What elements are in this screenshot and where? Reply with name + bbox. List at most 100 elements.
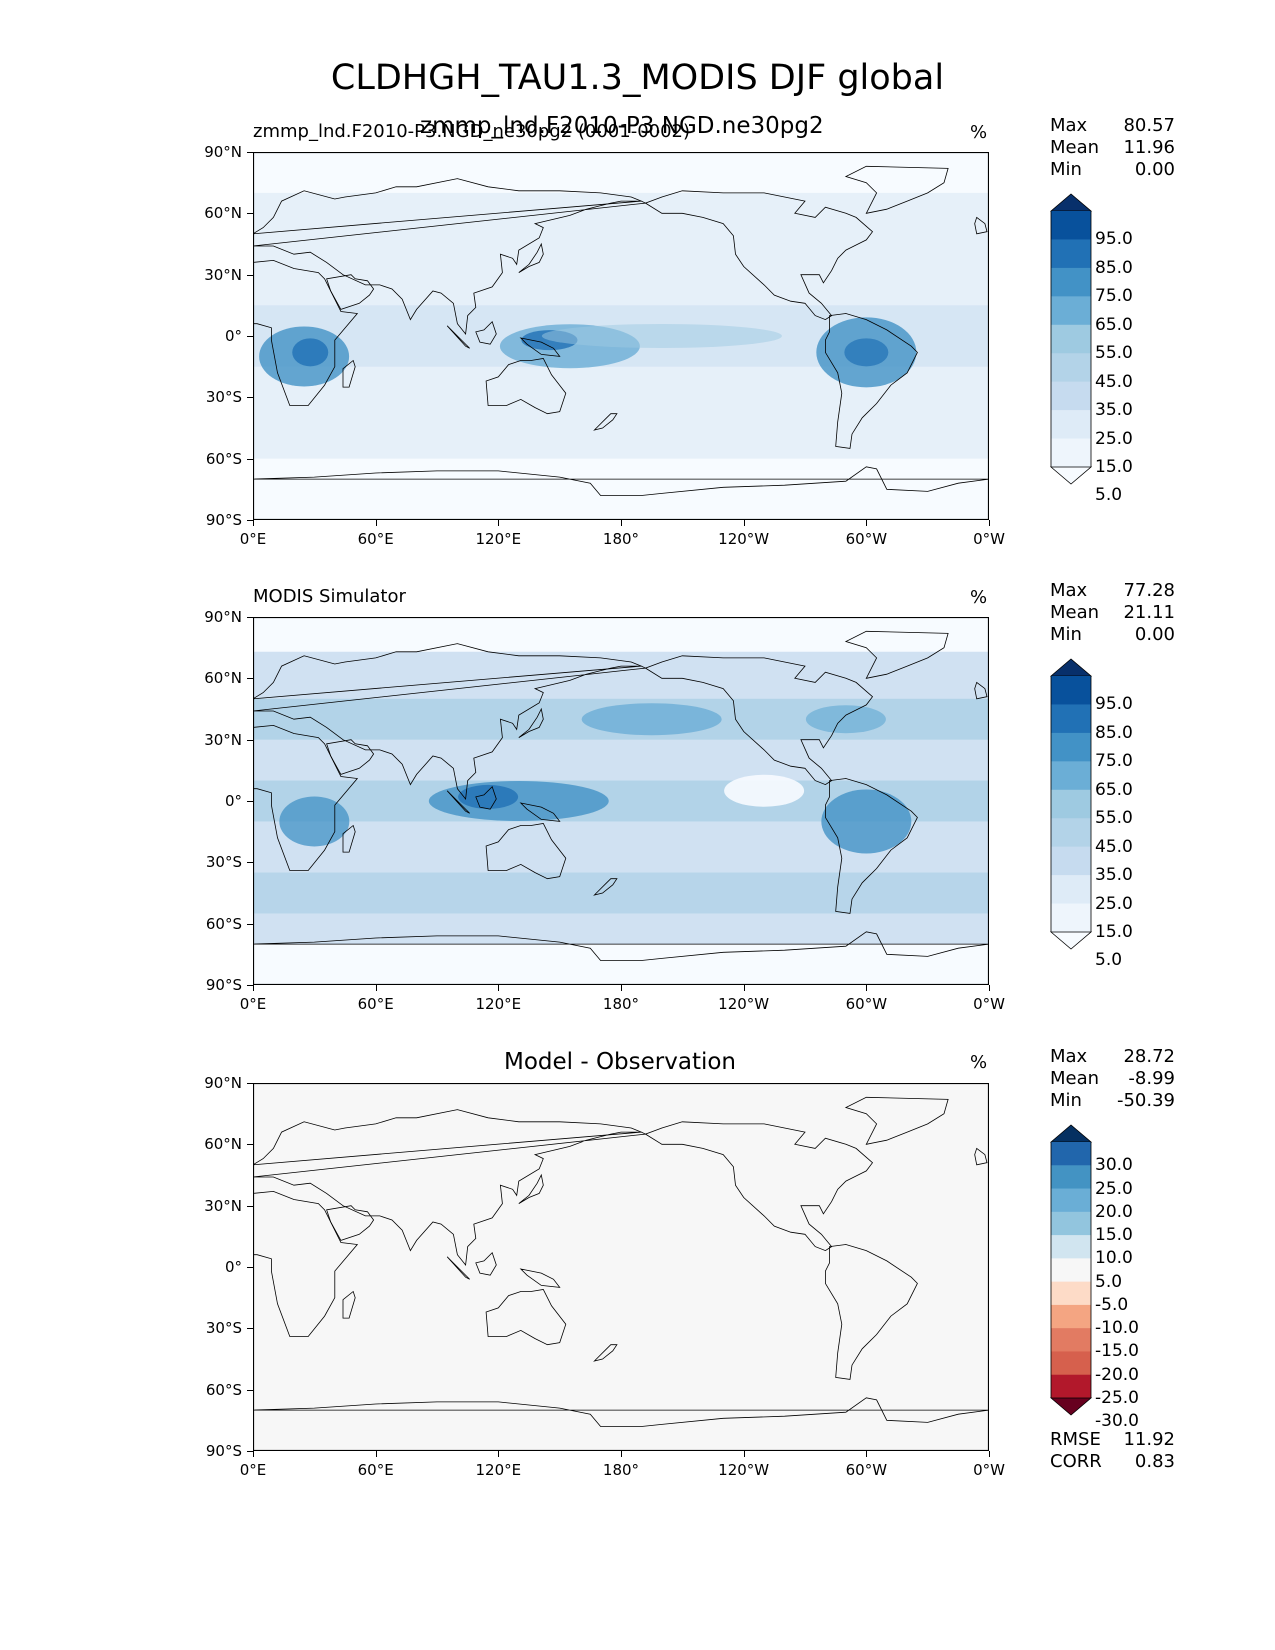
lat-tick [247, 678, 253, 680]
colorbar-tick-label: 45.0 [1095, 836, 1133, 857]
panel-3-corr-value: 0.83 [1134, 1451, 1175, 1472]
lat-tick [247, 1328, 253, 1330]
colorbar-tick-label: 5.0 [1095, 485, 1123, 506]
panel-2-mean-value: 21.11 [1123, 602, 1175, 623]
panel-3-rmse-value: 11.92 [1123, 1429, 1175, 1450]
panel-1-map [253, 152, 989, 520]
panel-3-lon-label: 180° [602, 1461, 640, 1479]
lon-tick [866, 985, 868, 991]
panel-3-min-value: -50.39 [1116, 1090, 1175, 1111]
panel-3-map [253, 1083, 989, 1451]
lat-tick [247, 336, 253, 337]
panel-1-lat-label: 0° [224, 327, 242, 345]
lon-tick [866, 520, 868, 526]
colorbar-tick-label: 25.0 [1095, 428, 1133, 449]
panel-3-lon-label: 120°W [718, 1461, 770, 1479]
panel-1-max-label: Max [1050, 115, 1088, 136]
colorbar-tick-label: -30.0 [1095, 1411, 1139, 1432]
lon-tick [375, 520, 377, 526]
panel-2-lon-label: 0°E [239, 995, 267, 1013]
colorbar-tick-label: 15.0 [1095, 457, 1133, 477]
panel-3-mean-value: -8.99 [1128, 1068, 1175, 1089]
panel-2-lon-label: 60°E [357, 995, 394, 1013]
panel-1-lat-label: 90°S [205, 511, 242, 529]
lon-tick [743, 985, 745, 991]
lat-tick [247, 520, 253, 521]
colorbar-tick-label: 25.0 [1095, 1178, 1133, 1199]
panel-3-center-title: Model - Observation [503, 1049, 737, 1075]
panel-1-center-title: zmmp_lnd.F2010-P3.NGD.ne30pg2 [420, 113, 824, 139]
panel-3-lon-label: 120°E [475, 1461, 522, 1479]
lon-tick [866, 1451, 868, 1457]
panel-3-lon-label: 60°W [845, 1461, 888, 1479]
panel-2-lat-label: 30°S [205, 853, 242, 872]
panel-3-lat-label: 0° [224, 1258, 242, 1276]
figure-title: CLDHGH_TAU1.3_MODIS DJF global [330, 58, 945, 98]
colorbar-tick-label: 20.0 [1095, 1201, 1133, 1222]
panel-3-lat-label: 90°N [204, 1074, 242, 1092]
colorbar-tick-label: 30.0 [1095, 1155, 1133, 1176]
panel-1-lat-label: 60°N [204, 204, 242, 223]
panel-1-lon-label: 120°W [718, 530, 770, 548]
lon-tick [621, 985, 622, 991]
panel-2-lat-label: 60°N [204, 669, 242, 688]
lon-tick [498, 520, 500, 526]
colorbar-tick-label: -5.0 [1095, 1294, 1129, 1315]
lon-tick [253, 1451, 254, 1457]
panel-1-unit: % [970, 122, 988, 143]
panel-1-lon-label: 60°W [845, 530, 888, 548]
panel-2-lat-label: 90°N [204, 608, 242, 626]
panel-3-lat-label: 90°S [205, 1442, 242, 1460]
lat-tick [247, 985, 253, 986]
panel-3-max-label: Max [1050, 1046, 1088, 1067]
lon-tick [253, 985, 254, 991]
panel-3-lat-label: 30°N [204, 1196, 242, 1215]
colorbar-tick-label: -10.0 [1095, 1318, 1139, 1339]
lat-tick [247, 1389, 253, 1391]
colorbar-tick-label: 45.0 [1095, 371, 1133, 392]
lat-tick [247, 458, 253, 460]
colorbar-tick-label: 15.0 [1095, 922, 1133, 942]
panel-1-min-label: Min [1050, 159, 1082, 180]
lat-tick [247, 274, 253, 276]
lon-tick [743, 520, 745, 526]
panel-3-rmse-label: RMSE [1050, 1429, 1101, 1450]
panel-3-corr-label: CORR [1050, 1451, 1102, 1472]
panel-1-lon-label: 180° [602, 530, 640, 548]
panel-1-mean-value: 11.96 [1123, 137, 1175, 158]
panel-1-lon-label: 60°E [357, 530, 394, 548]
colorbar-tick-label: 15.0 [1095, 1225, 1133, 1246]
panel-3-unit: % [970, 1052, 988, 1073]
panel-3-lon-label: 0°W [973, 1461, 1005, 1479]
lon-tick [743, 1451, 745, 1457]
lat-tick [247, 152, 253, 153]
colorbar-tick-label: 5.0 [1095, 1271, 1123, 1292]
panel-2-colorbar [1049, 658, 1093, 950]
colorbar-tick-label: 75.0 [1095, 286, 1133, 307]
colorbar-tick-label: 55.0 [1095, 808, 1133, 829]
colorbar-tick-label: 85.0 [1095, 257, 1133, 278]
panel-3-lon-label: 0°E [239, 1461, 267, 1479]
colorbar-tick-label: 75.0 [1095, 751, 1133, 772]
panel-3-lat-label: 30°S [205, 1319, 242, 1338]
lat-tick [247, 213, 253, 215]
panel-1-lon-label: 0°W [973, 530, 1005, 548]
colorbar-tick-label: 25.0 [1095, 893, 1133, 914]
lat-tick [247, 923, 253, 925]
lon-tick [621, 1451, 622, 1457]
panel-1-mean-label: Mean [1050, 137, 1100, 158]
panel-2-lon-label: 120°E [475, 995, 522, 1013]
panel-3-max-value: 28.72 [1123, 1046, 1175, 1067]
panel-2-min-label: Min [1050, 624, 1082, 645]
lat-tick [247, 1451, 253, 1452]
lat-tick [247, 1083, 253, 1084]
panel-1-lat-label: 90°N [204, 143, 242, 161]
lon-tick [375, 985, 377, 991]
lon-tick [375, 1451, 377, 1457]
lat-tick [247, 739, 253, 741]
panel-1-colorbar [1049, 193, 1093, 485]
colorbar-tick-label: -25.0 [1095, 1388, 1139, 1408]
colorbar-tick-label: 85.0 [1095, 722, 1133, 743]
lon-tick [498, 1451, 500, 1457]
panel-2-lon-label: 0°W [973, 995, 1005, 1013]
